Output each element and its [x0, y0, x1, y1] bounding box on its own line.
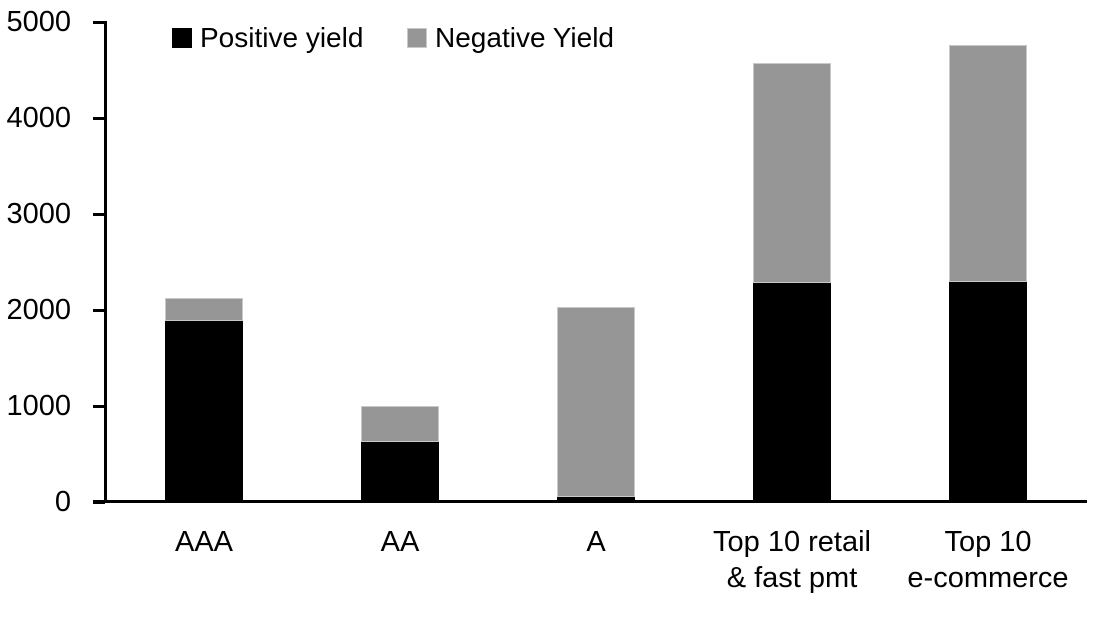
bar-segment-negative	[949, 45, 1027, 283]
x-axis-category-label: Top 10 e-commerce	[907, 526, 1069, 594]
negative-yield-legend-label: Negative Yield	[435, 22, 615, 53]
y-axis-tick-label: 5000	[6, 6, 71, 38]
y-axis-tick	[93, 20, 105, 24]
positive-yield-swatch-icon	[172, 28, 192, 48]
bar-segment-negative	[165, 298, 243, 321]
positive-yield-legend-label: Positive yield	[200, 22, 364, 53]
legend-item-negative-yield: Negative Yield	[407, 22, 614, 54]
x-axis-category-label: Top 10 retail & fast pmt	[713, 526, 871, 594]
bar-segment-positive	[165, 320, 243, 502]
y-axis-tick-label: 3000	[6, 198, 71, 230]
y-axis-line	[104, 21, 107, 503]
y-axis-tick	[93, 212, 105, 216]
y-axis-tick-label: 2000	[6, 294, 71, 326]
bar-segment-positive	[753, 283, 831, 502]
x-axis-category-label: AAA	[174, 526, 234, 558]
y-axis-tick	[93, 404, 105, 408]
y-axis-tick-label: 0	[54, 486, 71, 518]
y-axis-tick-label: 4000	[6, 102, 71, 134]
y-axis-tick	[93, 308, 105, 312]
y-axis-tick-label: 1000	[6, 390, 71, 422]
x-axis-line	[93, 500, 1087, 503]
bar-segment-negative	[361, 406, 439, 443]
bar-segment-negative	[557, 307, 635, 498]
x-axis-category-label: AA	[380, 526, 420, 558]
bar-segment-negative	[753, 63, 831, 284]
x-axis-category-label: A	[586, 526, 606, 558]
y-axis-tick	[93, 116, 105, 120]
bar-segment-positive	[557, 497, 635, 502]
legend-item-positive-yield: Positive yield	[172, 22, 363, 54]
negative-yield-swatch-icon	[407, 28, 427, 48]
bar-segment-positive	[949, 282, 1027, 502]
bar-segment-positive	[361, 442, 439, 502]
